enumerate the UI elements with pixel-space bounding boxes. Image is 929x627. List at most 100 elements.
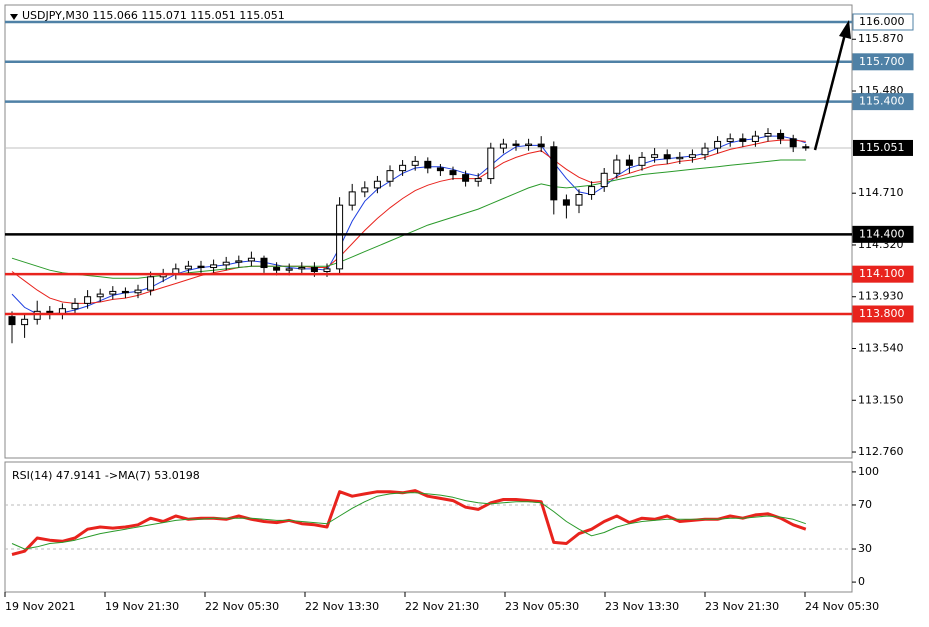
candle-body bbox=[525, 143, 533, 146]
arrow-head bbox=[839, 20, 851, 39]
y-tick-label: 112.760 bbox=[858, 445, 904, 458]
candle-body bbox=[688, 154, 696, 158]
level-label-box bbox=[852, 265, 914, 283]
candle-body bbox=[96, 293, 104, 298]
x-tick-label: 23 Nov 05:30 bbox=[505, 600, 579, 613]
candle-body bbox=[147, 276, 155, 291]
candle-body bbox=[260, 257, 268, 269]
candle-body bbox=[651, 154, 659, 158]
candle-body bbox=[210, 264, 218, 269]
candle-body bbox=[474, 178, 482, 182]
candle-body bbox=[802, 146, 810, 149]
y-tick-label: 70 bbox=[858, 498, 872, 511]
candle-body bbox=[625, 159, 633, 166]
candle-body bbox=[285, 268, 293, 271]
candle-body bbox=[399, 164, 407, 172]
arrow-shaft bbox=[813, 33, 847, 151]
candle-body bbox=[600, 172, 608, 188]
level-label: 115.400 bbox=[859, 95, 905, 108]
candle-body bbox=[33, 310, 41, 320]
candle-body bbox=[84, 296, 92, 304]
candle-body bbox=[777, 132, 785, 140]
main-panel bbox=[4, 4, 853, 459]
candle-body bbox=[550, 146, 558, 201]
chart-title: USDJPY,M30 115.066 115.071 115.051 115.0… bbox=[22, 9, 285, 22]
candle-body bbox=[8, 316, 16, 326]
y-tick-label: 113.930 bbox=[858, 290, 904, 303]
candle-body bbox=[184, 265, 192, 270]
x-tick-label: 23 Nov 13:30 bbox=[605, 600, 679, 613]
y-tick-label: 100 bbox=[858, 465, 879, 478]
candle-body bbox=[436, 167, 444, 172]
candle-body bbox=[197, 265, 205, 269]
y-tick-label: 0 bbox=[858, 575, 865, 588]
candle-body bbox=[310, 267, 318, 273]
level-label-box bbox=[852, 93, 914, 111]
candle-body bbox=[121, 290, 129, 294]
level-label: 113.800 bbox=[859, 307, 905, 320]
candle-body bbox=[789, 138, 797, 148]
candle-body bbox=[613, 159, 621, 174]
y-tick-label: 114.710 bbox=[858, 186, 904, 199]
level-label: 115.700 bbox=[859, 55, 905, 68]
candle-body bbox=[726, 138, 734, 142]
moving-average bbox=[11, 135, 806, 315]
candle-body bbox=[588, 186, 596, 196]
candle-body bbox=[336, 204, 344, 270]
candle-body bbox=[273, 267, 281, 271]
moving-average bbox=[11, 159, 806, 279]
current-price-label: 115.051 bbox=[859, 141, 905, 154]
candle-body bbox=[298, 267, 306, 270]
candle-body bbox=[411, 160, 419, 166]
candle-body bbox=[21, 318, 29, 326]
y-tick-label: 113.150 bbox=[858, 393, 904, 406]
collapse-icon[interactable] bbox=[10, 14, 18, 20]
candle-body bbox=[462, 174, 470, 182]
indicator-line bbox=[11, 492, 806, 550]
candle-body bbox=[714, 140, 722, 149]
level-label-box bbox=[852, 305, 914, 323]
level-label: 116.000 bbox=[859, 15, 905, 28]
x-tick-label: 19 Nov 21:30 bbox=[105, 600, 179, 613]
candle-body bbox=[575, 194, 583, 206]
candle-body bbox=[663, 154, 671, 160]
x-tick-label: 24 Nov 05:30 bbox=[805, 600, 879, 613]
rsi-title: RSI(14) 47.9141 ->MA(7) 53.0198 bbox=[12, 469, 200, 482]
candle-body bbox=[222, 261, 230, 266]
candle-body bbox=[739, 138, 747, 142]
y-tick-label: 115.870 bbox=[858, 32, 904, 45]
candle-body bbox=[638, 156, 646, 166]
x-tick-label: 23 Nov 21:30 bbox=[705, 600, 779, 613]
candle-body bbox=[323, 268, 331, 273]
candle-body bbox=[235, 260, 243, 263]
y-tick-label: 30 bbox=[858, 542, 872, 555]
candle-body bbox=[676, 156, 684, 160]
candle-body bbox=[512, 143, 520, 146]
candle-body bbox=[373, 180, 381, 189]
y-tick-label: 113.540 bbox=[858, 341, 904, 354]
level-label-box bbox=[852, 53, 914, 71]
level-label: 114.400 bbox=[859, 227, 905, 240]
level-label: 114.100 bbox=[859, 267, 905, 280]
candle-body bbox=[134, 289, 142, 294]
level-label-box bbox=[852, 13, 914, 31]
candle-body bbox=[764, 132, 772, 137]
indicator-line bbox=[11, 489, 807, 556]
candle-body bbox=[499, 143, 507, 149]
candle-body bbox=[247, 257, 255, 262]
candle-body bbox=[751, 135, 759, 142]
candle-body bbox=[424, 160, 432, 169]
candle-body bbox=[386, 170, 394, 182]
candle-body bbox=[487, 147, 495, 180]
moving-average bbox=[11, 139, 806, 304]
x-tick-label: 22 Nov 21:30 bbox=[405, 600, 479, 613]
x-tick-label: 22 Nov 05:30 bbox=[205, 600, 279, 613]
candle-body bbox=[562, 199, 570, 206]
rsi-panel bbox=[4, 461, 853, 593]
candle-body bbox=[71, 302, 79, 310]
current-price-box bbox=[853, 139, 913, 156]
candle-body bbox=[109, 290, 117, 295]
x-tick-label: 19 Nov 2021 bbox=[5, 600, 75, 613]
candle-body bbox=[537, 143, 545, 148]
